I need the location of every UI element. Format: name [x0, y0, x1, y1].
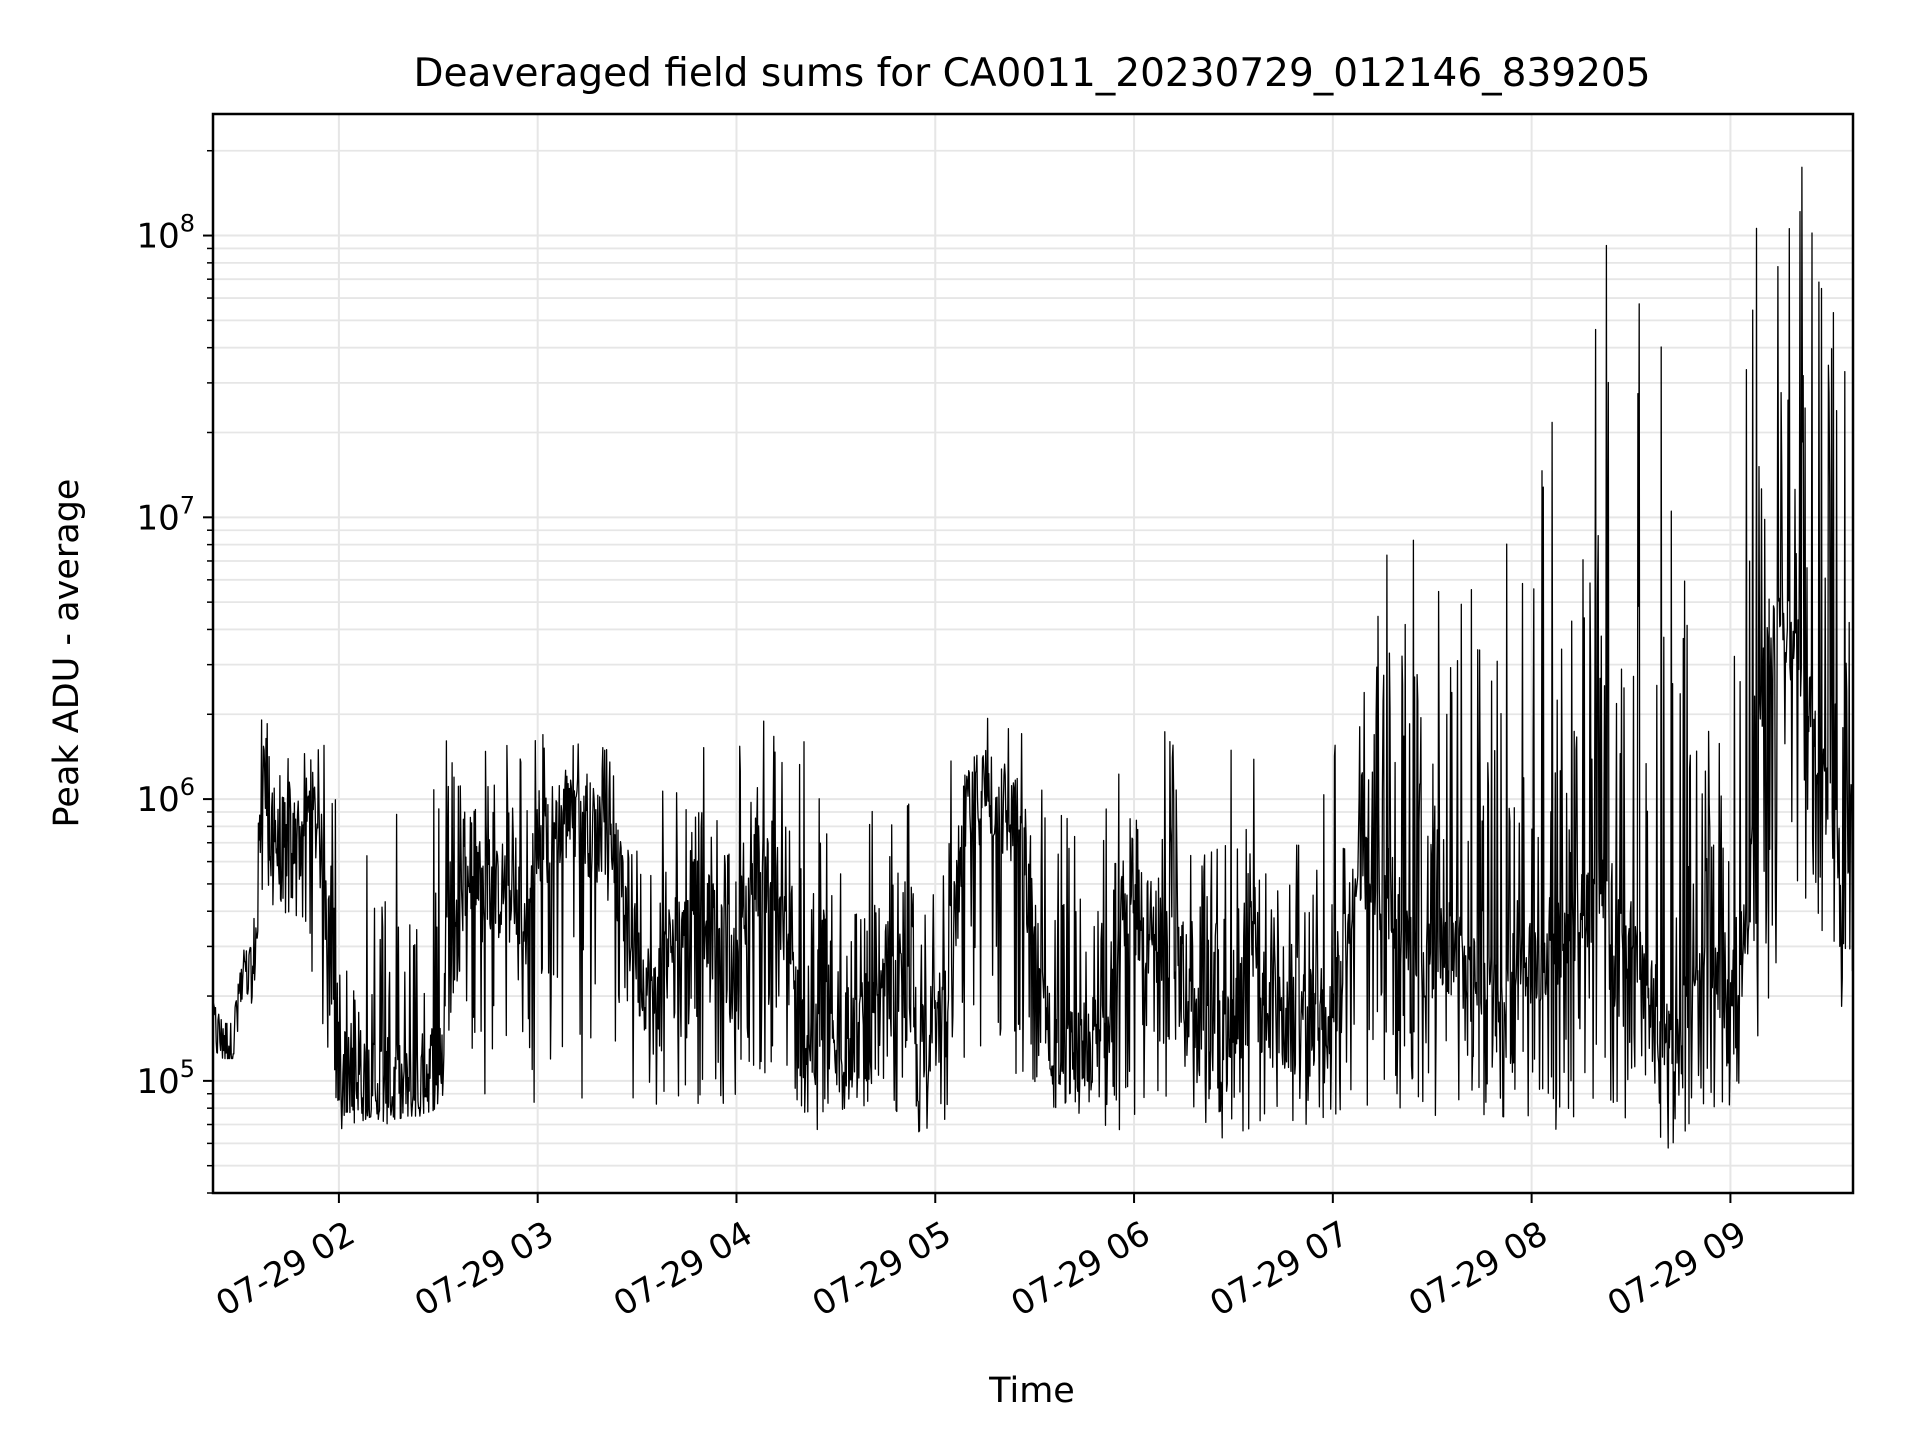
x-tick-label: 07-29 03: [408, 1214, 560, 1325]
x-tick-label: 07-29 09: [1601, 1214, 1753, 1325]
series-area: [212, 166, 1854, 1149]
x-tick-label: 07-29 04: [607, 1214, 759, 1325]
x-tick-label: 07-29 08: [1402, 1214, 1554, 1325]
y-axis-label: Peak ADU - average: [47, 479, 87, 828]
y-tick-label: 106: [136, 773, 195, 820]
series-line: [212, 166, 1854, 1149]
y-axis: 105 106 107 108: [136, 149, 213, 1194]
x-tick-label: 07-29 06: [1005, 1214, 1157, 1325]
x-tick-label: 07-29 07: [1203, 1214, 1355, 1325]
y-tick-label: 105: [136, 1055, 195, 1102]
chart-title: Deaveraged field sums for CA0011_2023072…: [413, 51, 1650, 96]
x-axis: 07-29 02 07-29 03 07-29 04 07-29 05 07-29 06…: [209, 1193, 1753, 1325]
y-tick-label: 107: [136, 491, 195, 538]
x-axis-label: Time: [988, 1371, 1075, 1411]
plot-frame: [211, 112, 1855, 1195]
x-tick-label: 07-29 05: [806, 1214, 958, 1325]
x-tick-label: 07-29 02: [209, 1214, 361, 1325]
y-tick-label: 108: [136, 210, 195, 257]
